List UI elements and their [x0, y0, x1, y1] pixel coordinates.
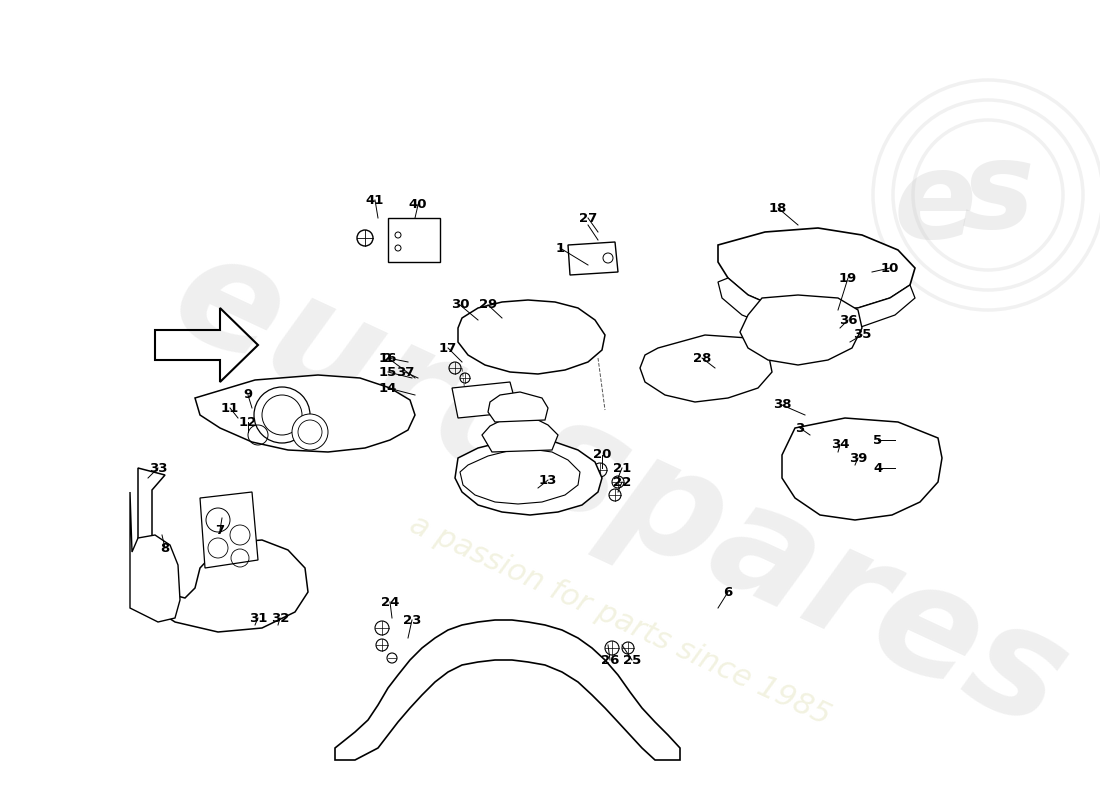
Text: e: e	[893, 146, 977, 263]
Text: 32: 32	[271, 611, 289, 625]
Polygon shape	[640, 335, 772, 402]
Circle shape	[292, 414, 328, 450]
Text: 16: 16	[378, 351, 397, 365]
Text: 11: 11	[221, 402, 239, 414]
Polygon shape	[200, 492, 258, 568]
Polygon shape	[488, 392, 548, 422]
Text: 23: 23	[403, 614, 421, 626]
Text: 13: 13	[539, 474, 558, 486]
Text: 29: 29	[478, 298, 497, 311]
Text: 21: 21	[613, 462, 631, 474]
Polygon shape	[452, 382, 518, 418]
Polygon shape	[718, 228, 915, 312]
Polygon shape	[568, 242, 618, 275]
Text: 4: 4	[873, 462, 882, 474]
Text: 10: 10	[881, 262, 899, 274]
Text: 40: 40	[409, 198, 427, 211]
Text: 9: 9	[243, 389, 253, 402]
Text: 33: 33	[148, 462, 167, 474]
Circle shape	[254, 387, 310, 443]
Text: 27: 27	[579, 211, 597, 225]
Text: 7: 7	[216, 523, 224, 537]
Text: 35: 35	[852, 329, 871, 342]
Text: 12: 12	[239, 415, 257, 429]
Text: 24: 24	[381, 595, 399, 609]
Polygon shape	[130, 492, 180, 622]
Polygon shape	[740, 295, 862, 365]
Text: 6: 6	[724, 586, 733, 598]
Polygon shape	[195, 375, 415, 452]
Text: 20: 20	[593, 449, 612, 462]
Polygon shape	[718, 278, 915, 332]
Text: eurospares: eurospares	[151, 218, 1089, 762]
Text: 3: 3	[795, 422, 804, 434]
Text: 15: 15	[378, 366, 397, 378]
Text: 19: 19	[839, 271, 857, 285]
Text: 37: 37	[396, 366, 415, 378]
Text: 28: 28	[693, 351, 712, 365]
Text: 1: 1	[556, 242, 564, 254]
Text: 30: 30	[451, 298, 470, 311]
Text: 5: 5	[873, 434, 882, 446]
Text: 18: 18	[769, 202, 788, 214]
Polygon shape	[482, 418, 558, 452]
Text: 26: 26	[601, 654, 619, 666]
Text: 34: 34	[830, 438, 849, 451]
Text: 14: 14	[378, 382, 397, 394]
Text: 17: 17	[439, 342, 458, 354]
Text: a passion for parts since 1985: a passion for parts since 1985	[405, 510, 835, 730]
Text: 41: 41	[366, 194, 384, 206]
Polygon shape	[138, 468, 308, 632]
Text: 2: 2	[384, 351, 393, 365]
Text: 25: 25	[623, 654, 641, 666]
Text: 39: 39	[849, 451, 867, 465]
Text: s: s	[961, 137, 1034, 254]
Text: 22: 22	[613, 475, 631, 489]
Text: 36: 36	[838, 314, 857, 326]
Polygon shape	[782, 418, 942, 520]
Text: 38: 38	[772, 398, 791, 411]
Text: 31: 31	[249, 611, 267, 625]
Polygon shape	[458, 300, 605, 374]
Polygon shape	[455, 440, 602, 515]
Text: 8: 8	[161, 542, 169, 554]
